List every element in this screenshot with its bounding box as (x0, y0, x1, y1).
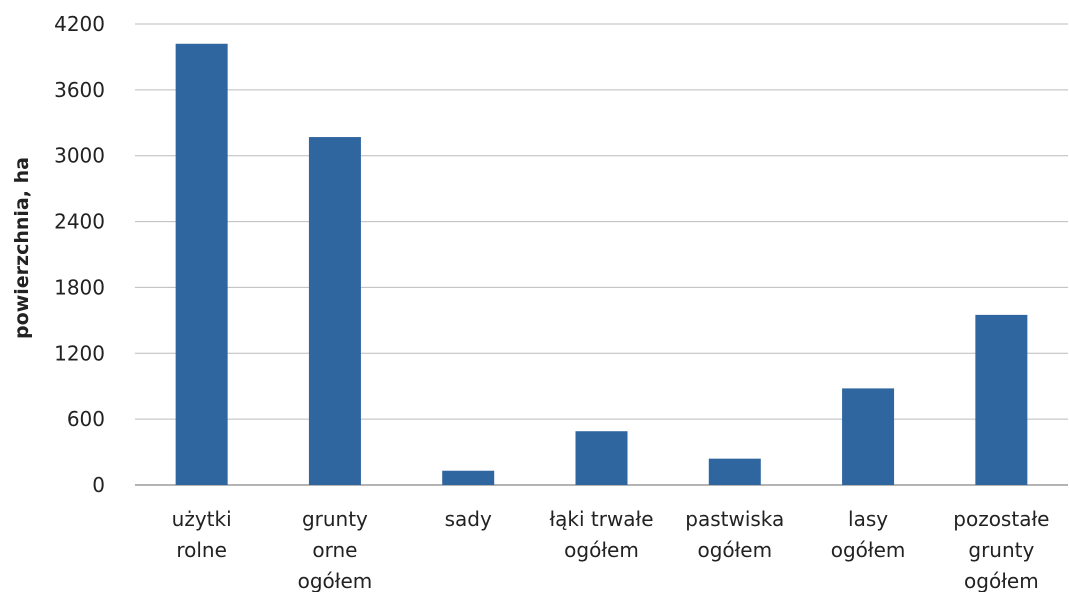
bar (575, 431, 628, 485)
bar (975, 314, 1028, 485)
x-category-label: rolne (176, 538, 227, 562)
x-category-label: ogółem (831, 538, 906, 562)
y-tick-label: 0 (92, 473, 105, 497)
bar (308, 137, 361, 486)
x-category-label: grunty (302, 507, 368, 531)
x-category-label: sady (445, 507, 492, 531)
bar (442, 470, 495, 485)
y-axis-ticks: 0 600 1200 1800 2400 3000 3600 4200 (54, 12, 105, 497)
y-tick-label: 3000 (54, 144, 105, 168)
x-category-label: łąki trwałe (549, 507, 653, 531)
y-tick-label: 2400 (54, 210, 105, 234)
x-category-label: ogółem (697, 538, 772, 562)
bar (842, 388, 895, 485)
bar (708, 458, 761, 485)
x-category-label: pastwiska (685, 507, 784, 531)
x-axis-labels: użytki rolne grunty orne ogółem sady łąki trwa… (172, 507, 1050, 592)
grid-lines (135, 23, 1068, 420)
x-category-label: użytki (172, 507, 232, 531)
y-tick-label: 4200 (54, 12, 105, 36)
x-category-label: pozostałe (953, 507, 1049, 531)
bars (175, 43, 1028, 486)
x-category-label: ogółem (964, 569, 1039, 592)
x-category-label: ogółem (564, 538, 639, 562)
x-category-label: ogółem (298, 569, 373, 592)
x-category-label: orne (312, 538, 357, 562)
x-category-label: grunty (968, 538, 1034, 562)
bar (175, 43, 228, 485)
y-axis-title: powierzchnia, ha (11, 157, 33, 339)
x-category-label: lasy (848, 507, 888, 531)
y-tick-label: 3600 (54, 78, 105, 102)
y-tick-label: 1800 (54, 275, 105, 299)
y-tick-label: 600 (67, 407, 105, 431)
y-tick-label: 1200 (54, 341, 105, 365)
